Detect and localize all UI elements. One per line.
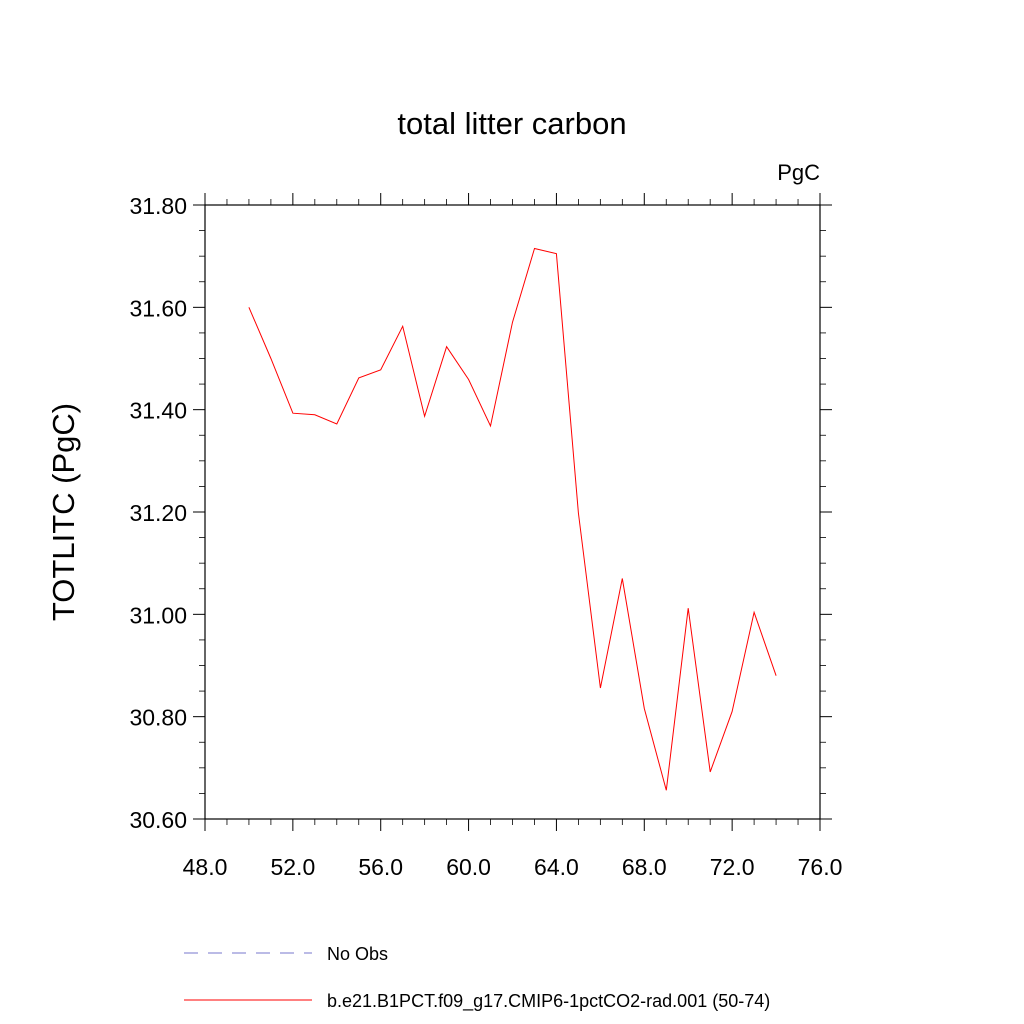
plot-frame <box>204 204 821 820</box>
x-tick-label: 56.0 <box>358 854 403 880</box>
chart-title: total litter carbon <box>397 106 626 141</box>
units-label: PgC <box>777 160 820 185</box>
x-axis-ticks: 48.0 52.0 56.0 60.0 64.0 68.0 72.0 76.0 <box>183 193 843 880</box>
y-tick-label: 31.00 <box>129 602 187 628</box>
legend-label: No Obs <box>327 944 388 964</box>
legend: No Obs b.e21.B1PCT.f09_g17.CMIP6-1pctCO2-… <box>184 944 770 1012</box>
x-tick-label: 68.0 <box>622 854 667 880</box>
y-axis-ticks: 30.60 30.80 31.00 31.20 31.40 31.60 31.80 <box>129 193 832 833</box>
series-line-1 <box>248 247 777 791</box>
series-layer <box>248 247 777 791</box>
x-tick-label: 60.0 <box>446 854 491 880</box>
x-tick-label: 48.0 <box>183 854 228 880</box>
y-tick-label: 31.20 <box>129 500 187 526</box>
y-tick-label: 31.40 <box>129 398 187 424</box>
y-tick-label: 30.80 <box>129 705 187 731</box>
y-axis-label: TOTLITC (PgC) <box>46 403 81 621</box>
legend-label: b.e21.B1PCT.f09_g17.CMIP6-1pctCO2-rad.00… <box>327 991 770 1012</box>
y-tick-label: 31.60 <box>129 295 187 321</box>
y-tick-label: 30.60 <box>129 807 187 833</box>
x-tick-label: 52.0 <box>270 854 315 880</box>
y-tick-label: 31.80 <box>129 193 187 219</box>
x-tick-label: 72.0 <box>710 854 755 880</box>
x-tick-label: 64.0 <box>534 854 579 880</box>
x-tick-label: 76.0 <box>798 854 843 880</box>
